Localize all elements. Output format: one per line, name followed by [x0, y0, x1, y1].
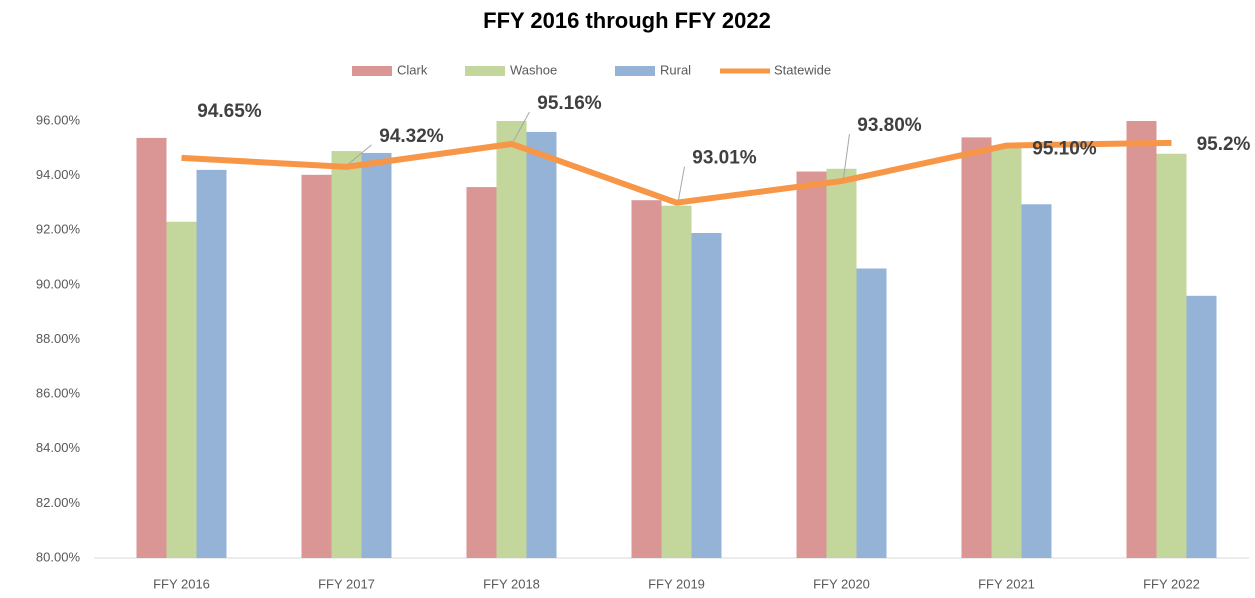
y-tick-label: 84.00% — [36, 440, 81, 455]
bar — [661, 205, 692, 558]
bar — [856, 268, 887, 558]
legend-swatch — [615, 66, 655, 76]
y-tick-label: 90.00% — [36, 276, 81, 291]
bar — [331, 151, 362, 558]
data-label: 94.65% — [197, 101, 262, 122]
bar — [631, 200, 662, 559]
bar — [826, 168, 857, 558]
y-tick-label: 96.00% — [36, 112, 81, 127]
data-label: 95.10% — [1032, 139, 1097, 160]
bar — [496, 121, 527, 558]
leader-line — [843, 134, 850, 179]
bar — [466, 187, 497, 558]
x-tick-label: FFY 2018 — [483, 576, 540, 591]
legend-label: Washoe — [510, 62, 557, 77]
leader-line — [513, 111, 530, 142]
data-label: 94.32% — [379, 126, 444, 147]
legend-label: Clark — [397, 62, 428, 77]
x-tick-label: FFY 2022 — [1143, 576, 1200, 591]
y-tick-label: 80.00% — [36, 549, 81, 564]
x-tick-label: FFY 2016 — [153, 576, 210, 591]
y-tick-label: 88.00% — [36, 331, 81, 346]
bar — [361, 152, 392, 558]
y-tick-label: 82.00% — [36, 495, 81, 510]
data-label: 95.16% — [537, 93, 602, 114]
bar — [796, 171, 827, 558]
bar — [1186, 295, 1217, 558]
bar — [1126, 121, 1157, 558]
legend-swatch — [465, 66, 505, 76]
x-tick-label: FFY 2020 — [813, 576, 870, 591]
bar — [961, 137, 992, 558]
bar — [991, 145, 1022, 559]
bar — [691, 232, 722, 558]
x-tick-label: FFY 2019 — [648, 576, 705, 591]
bar — [166, 221, 197, 558]
bar — [196, 169, 227, 558]
data-label: 95.2% — [1197, 134, 1251, 155]
leader-line — [678, 166, 685, 200]
x-tick-label: FFY 2021 — [978, 576, 1035, 591]
legend-label: Statewide — [774, 62, 831, 77]
data-label: 93.80% — [857, 115, 922, 136]
data-label: 93.01% — [692, 148, 757, 169]
bar — [301, 174, 332, 559]
y-tick-label: 94.00% — [36, 167, 81, 182]
line — [181, 139, 1172, 206]
bar — [526, 131, 557, 559]
y-tick-label: 86.00% — [36, 386, 81, 401]
bar — [1021, 204, 1052, 558]
bar — [1156, 153, 1187, 558]
legend-swatch — [352, 66, 392, 76]
legend-label: Rural — [660, 62, 691, 77]
y-tick-label: 92.00% — [36, 222, 81, 237]
leader-line — [348, 144, 372, 165]
x-tick-label: FFY 2017 — [318, 576, 375, 591]
bar — [136, 137, 167, 558]
chart-title: FFY 2016 through FFY 2022 — [483, 8, 771, 33]
